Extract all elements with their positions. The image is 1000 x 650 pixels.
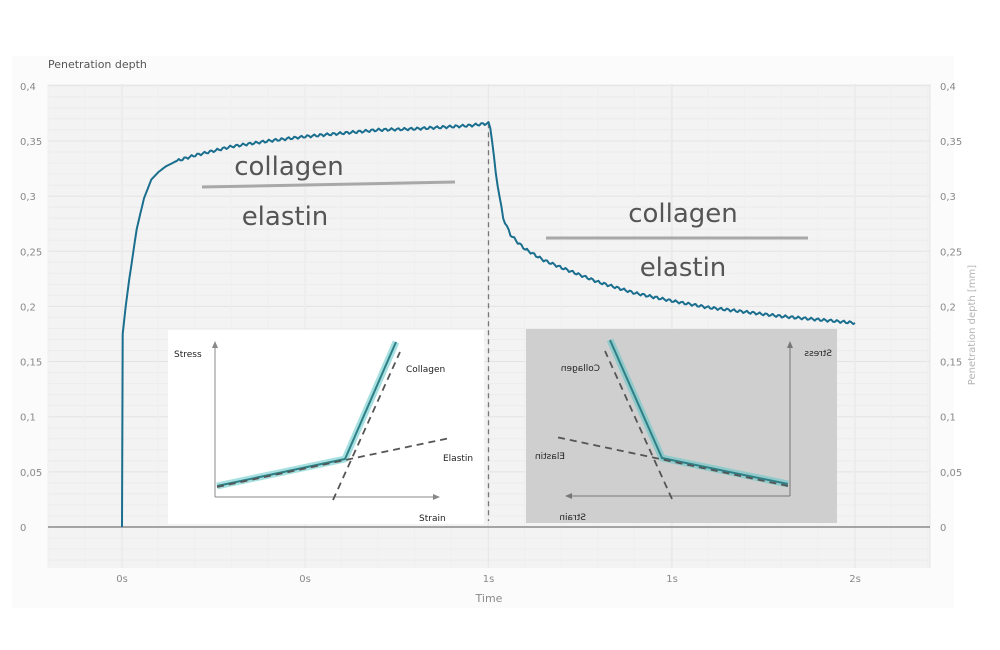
y-tick-label-left: 0,05	[20, 468, 42, 479]
inset-right-ylabel: Stress	[804, 349, 832, 359]
inset-right-elastin-dashed	[555, 436, 789, 487]
inset-left-elastin-dashed	[216, 437, 451, 488]
inset-left-elastin-label: Elastin	[443, 454, 473, 464]
inset-left-x-arrow	[433, 494, 440, 500]
y-tick-label-left: 0,15	[20, 358, 42, 369]
inset-right-background	[526, 329, 837, 523]
y-tick-label-left: 0,3	[20, 192, 36, 203]
x-axis-ticks: 0s 0s 1s 1s 2s	[116, 574, 861, 585]
x-tick-label: 0s	[299, 574, 311, 585]
inset-right-combined-curve	[609, 339, 789, 485]
inset-right-xlabel: Strain	[559, 513, 586, 523]
x-tick-label: 2s	[849, 574, 861, 585]
annotation-elastin-left: elastin	[242, 202, 329, 232]
x-axis-label: Time	[475, 592, 503, 605]
y-tick-label-right: 0,3	[940, 192, 956, 203]
annotation-collagen-right: collagen	[628, 199, 738, 229]
inset-left-background	[168, 330, 484, 524]
inset-stress-strain-left: Stress Collagen Elastin Strain	[168, 330, 484, 524]
inset-stress-strain-right: Stress Collagen Elastin Strain	[526, 329, 837, 523]
y-tick-label-right: 0,2	[940, 302, 956, 313]
annotation-collagen-left: collagen	[234, 152, 344, 182]
y-tick-label-left: 0,35	[20, 137, 42, 148]
inset-right-collagen-dashed	[604, 350, 673, 500]
inset-right-mirrored-content: Stress Collagen Elastin Strain	[535, 338, 832, 523]
inset-left-collagen-dashed	[332, 351, 401, 501]
y-tick-label-left: 0	[20, 523, 26, 534]
y-tick-label-left: 0,4	[20, 82, 36, 93]
x-tick-label: 0s	[116, 574, 128, 585]
inset-right-collagen-label: Collagen	[561, 364, 600, 374]
y-tick-label-left: 0,2	[20, 302, 36, 313]
inset-right-y-arrow	[787, 341, 793, 348]
y-axis-right-label: Penetration depth [mm]	[967, 265, 978, 385]
inset-left-xlabel: Strain	[419, 514, 446, 524]
y-tick-label-right: 0,15	[940, 358, 962, 369]
chart-title: Penetration depth	[48, 58, 147, 71]
y-tick-label-right: 0	[940, 523, 946, 534]
x-tick-label: 1s	[666, 574, 678, 585]
inset-left-y-arrow	[212, 341, 218, 348]
series-penetration-depth-line	[121, 121, 856, 528]
annotation-elastin-right: elastin	[640, 253, 727, 283]
y-tick-label-right: 0,25	[940, 247, 962, 258]
y-tick-label-left: 0,25	[20, 247, 42, 258]
x-tick-label: 1s	[483, 574, 495, 585]
inset-left-combined-curve	[216, 341, 397, 487]
inset-left-collagen-label: Collagen	[406, 365, 445, 375]
y-tick-label-right: 0,35	[940, 137, 962, 148]
y-tick-label-left: 0,1	[20, 413, 36, 424]
y-tick-label-right: 0,4	[940, 82, 956, 93]
inset-right-x-arrow	[565, 493, 572, 499]
inset-left-ylabel: Stress	[174, 350, 202, 360]
inset-right-elastin-label: Elastin	[535, 452, 565, 462]
y-axis-right-ticks: 0 0,05 0,1 0,15 0,2 0,25 0,3 0,35 0,4	[940, 82, 962, 534]
series-group	[121, 121, 856, 528]
annotation-divider-left	[201, 180, 456, 189]
y-tick-label-right: 0,1	[940, 413, 956, 424]
y-axis-left-ticks: 0 0,05 0,1 0,15 0,2 0,25 0,3 0,35 0,4	[20, 82, 42, 534]
y-tick-label-right: 0,05	[940, 468, 962, 479]
